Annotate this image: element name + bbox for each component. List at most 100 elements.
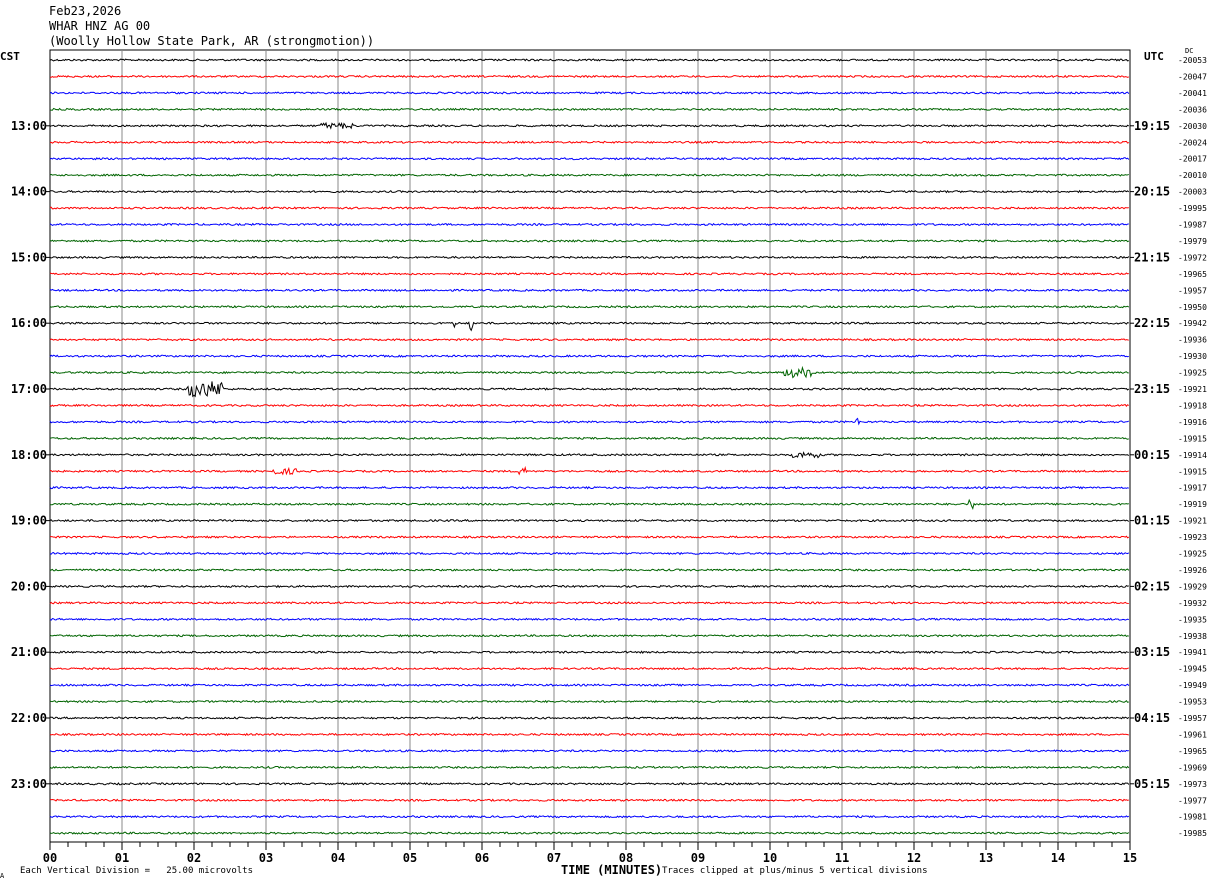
dc-offset-label: -20024 (1178, 138, 1207, 147)
trace-row (49, 321, 1129, 332)
dc-offset-label: -19918 (1178, 401, 1207, 410)
trace-row (49, 156, 1130, 161)
dc-offset-label: -19957 (1178, 286, 1207, 295)
trace-row (49, 58, 1129, 62)
left-hour-label: 21:00 (11, 645, 47, 659)
dc-offset-label: -19949 (1178, 681, 1207, 690)
x-tick-label: 08 (619, 851, 633, 865)
scale-note: Each Vertical Division = 25.00 microvolt… (20, 866, 253, 876)
dc-offset-label: -19941 (1178, 648, 1207, 657)
x-tick-label: 01 (115, 851, 129, 865)
trace-row (49, 699, 1129, 704)
trace-row (49, 782, 1130, 786)
trace-row (50, 74, 1129, 79)
trace-row (49, 189, 1130, 194)
right-hour-label: 04:15 (1134, 711, 1170, 725)
x-tick-label: 07 (547, 851, 561, 865)
trace-row (49, 518, 1130, 523)
trace-row (49, 551, 1130, 556)
trace-row (49, 617, 1129, 622)
left-hour-label: 18:00 (11, 448, 47, 462)
dc-offset-label: -19969 (1178, 763, 1207, 772)
dc-offset-label: -19917 (1178, 484, 1207, 493)
left-hour-label: 22:00 (11, 711, 47, 725)
dc-offset-label: -19957 (1178, 714, 1207, 723)
right-hour-label: 01:15 (1134, 514, 1170, 528)
x-tick-label: 09 (691, 851, 705, 865)
left-hour-label: 15:00 (11, 250, 47, 264)
dc-offset-label: -20003 (1178, 188, 1207, 197)
left-hour-label: 16:00 (11, 316, 47, 330)
dc-offset-label: -19987 (1178, 221, 1207, 230)
trace-row (49, 255, 1130, 260)
trace-row (49, 403, 1130, 408)
dc-offset-label: -19921 (1178, 517, 1207, 526)
x-tick-label: 14 (1051, 851, 1065, 865)
x-tick-label: 06 (475, 851, 489, 865)
trace-row (49, 365, 1129, 379)
trace-row (49, 381, 1130, 398)
dc-offset-label: -19919 (1178, 500, 1207, 509)
trace-row (49, 436, 1129, 441)
right-hour-label: 02:15 (1134, 579, 1170, 593)
station-site: (Woolly Hollow State Park, AR (strongmot… (49, 34, 375, 48)
trace-row (49, 716, 1130, 720)
left-hour-label: 19:00 (11, 514, 47, 528)
dc-offset-label: -19930 (1178, 352, 1207, 361)
dc-offset-label: -20010 (1178, 171, 1207, 180)
dc-offset-label: -19925 (1178, 550, 1207, 559)
plot-frame (49, 49, 1131, 843)
x-tick-label: 02 (187, 851, 201, 865)
dc-offset-label: -19916 (1178, 418, 1207, 427)
x-tick-label: 00 (43, 851, 57, 865)
dc-offset-label: -19981 (1178, 813, 1207, 822)
dc-column-label: DC (1185, 47, 1194, 55)
trace-row (49, 140, 1129, 144)
trace-row (49, 765, 1130, 770)
dc-offset-label: -19995 (1178, 204, 1207, 213)
x-tick-label: 04 (331, 851, 345, 865)
trace-row (49, 666, 1129, 671)
trace-row (49, 601, 1129, 605)
right-hour-label: 19:15 (1134, 119, 1170, 133)
dc-offset-label: -19936 (1178, 336, 1207, 345)
dc-offset-label: -19915 (1178, 467, 1207, 476)
dc-offset-label: -20017 (1178, 155, 1207, 164)
dc-offset-label: -19979 (1178, 237, 1207, 246)
x-tick-label: 10 (763, 851, 777, 865)
left-hour-label: 17:00 (11, 382, 47, 396)
trace-row (49, 451, 1130, 459)
dc-offset-label: -20053 (1178, 56, 1207, 65)
right-hour-label: 05:15 (1134, 777, 1170, 791)
trace-row (49, 206, 1129, 210)
trace-row (49, 239, 1130, 243)
trace-row (49, 650, 1129, 654)
dc-offset-label: -19972 (1178, 253, 1207, 262)
dc-offset-label: -19953 (1178, 698, 1207, 707)
trace-row (50, 535, 1130, 539)
station-code: WHAR HNZ AG 00 (49, 19, 151, 33)
x-tick-label: 05 (403, 851, 417, 865)
dc-offset-label: -19932 (1178, 599, 1207, 608)
dc-offset-label: -19965 (1178, 747, 1207, 756)
x-tick-label: 13 (979, 851, 993, 865)
trace-row (49, 337, 1129, 342)
left-timezone-label: CST (0, 50, 20, 63)
trace-row (49, 91, 1130, 95)
left-hour-label: 13:00 (11, 119, 47, 133)
dc-offset-label: -19973 (1178, 780, 1207, 789)
trace-row (49, 568, 1130, 572)
dc-offset-label: -19985 (1178, 829, 1207, 838)
trace-row (49, 814, 1130, 819)
dc-offset-label: -19921 (1178, 385, 1207, 394)
trace-row (49, 683, 1130, 687)
trace-row (49, 732, 1129, 737)
right-hour-label: 20:15 (1134, 185, 1170, 199)
dc-offset-label: -20036 (1178, 105, 1207, 114)
trace-row (49, 485, 1129, 490)
dc-offset-label: -19915 (1178, 434, 1207, 443)
x-tick-label: 12 (907, 851, 921, 865)
trace-row (49, 584, 1129, 589)
chart-date: Feb23,2026 (49, 4, 122, 18)
trace-row (49, 222, 1129, 227)
